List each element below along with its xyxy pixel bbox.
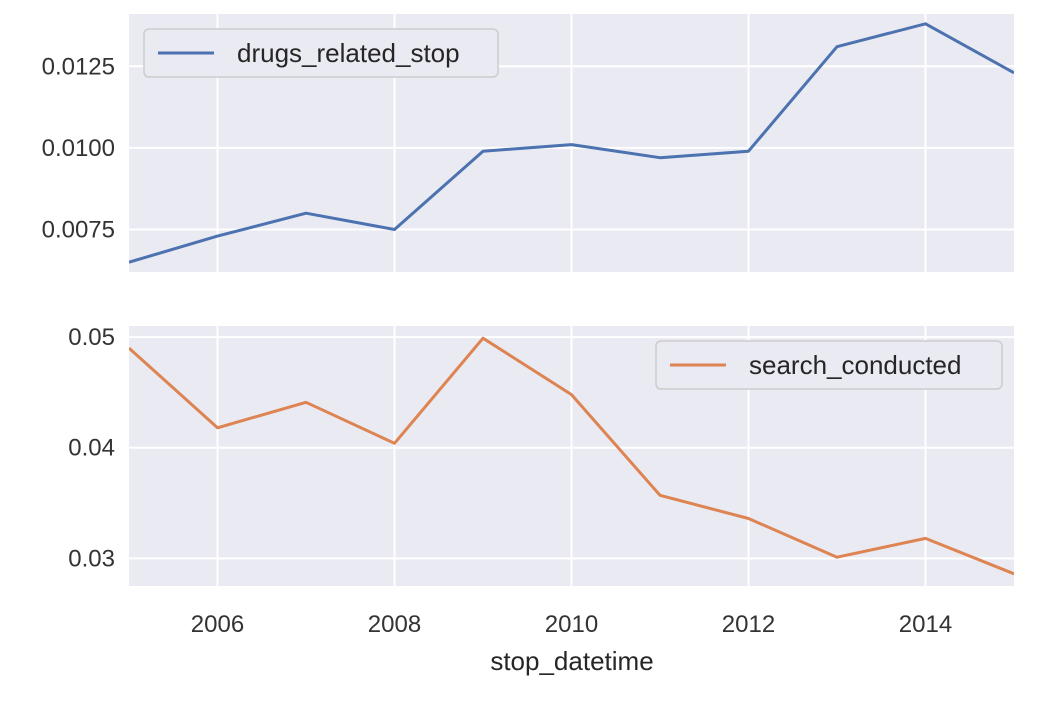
legend: drugs_related_stop [143, 28, 499, 78]
top-subplot: 0.0075 0.0100 0.0125 drugs_related_stop [42, 14, 1015, 272]
x-tick-label: 2010 [545, 611, 598, 638]
bottom-subplot: 0.03 0.04 0.05 2006 2008 2010 2012 2014 search_c… [68, 324, 1015, 638]
x-tick-label: 2006 [191, 611, 244, 638]
x-axis-label: stop_datetime [490, 646, 653, 676]
y-tick-label: 0.04 [68, 435, 115, 462]
x-tick-label: 2012 [722, 611, 775, 638]
legend-box [143, 28, 499, 78]
legend-label: drugs_related_stop [237, 38, 460, 68]
y-tick-label: 0.0125 [42, 53, 115, 80]
y-tick-label: 0.05 [68, 324, 115, 351]
y-tick-label: 0.0075 [42, 217, 115, 244]
x-tick-label: 2014 [899, 611, 952, 638]
y-tick-label: 0.0100 [42, 135, 115, 162]
x-tick-label: 2008 [368, 611, 421, 638]
legend-label: search_conducted [749, 350, 961, 380]
legend-box [655, 340, 1003, 390]
y-tick-label: 0.03 [68, 545, 115, 572]
legend: search_conducted [655, 340, 1003, 390]
